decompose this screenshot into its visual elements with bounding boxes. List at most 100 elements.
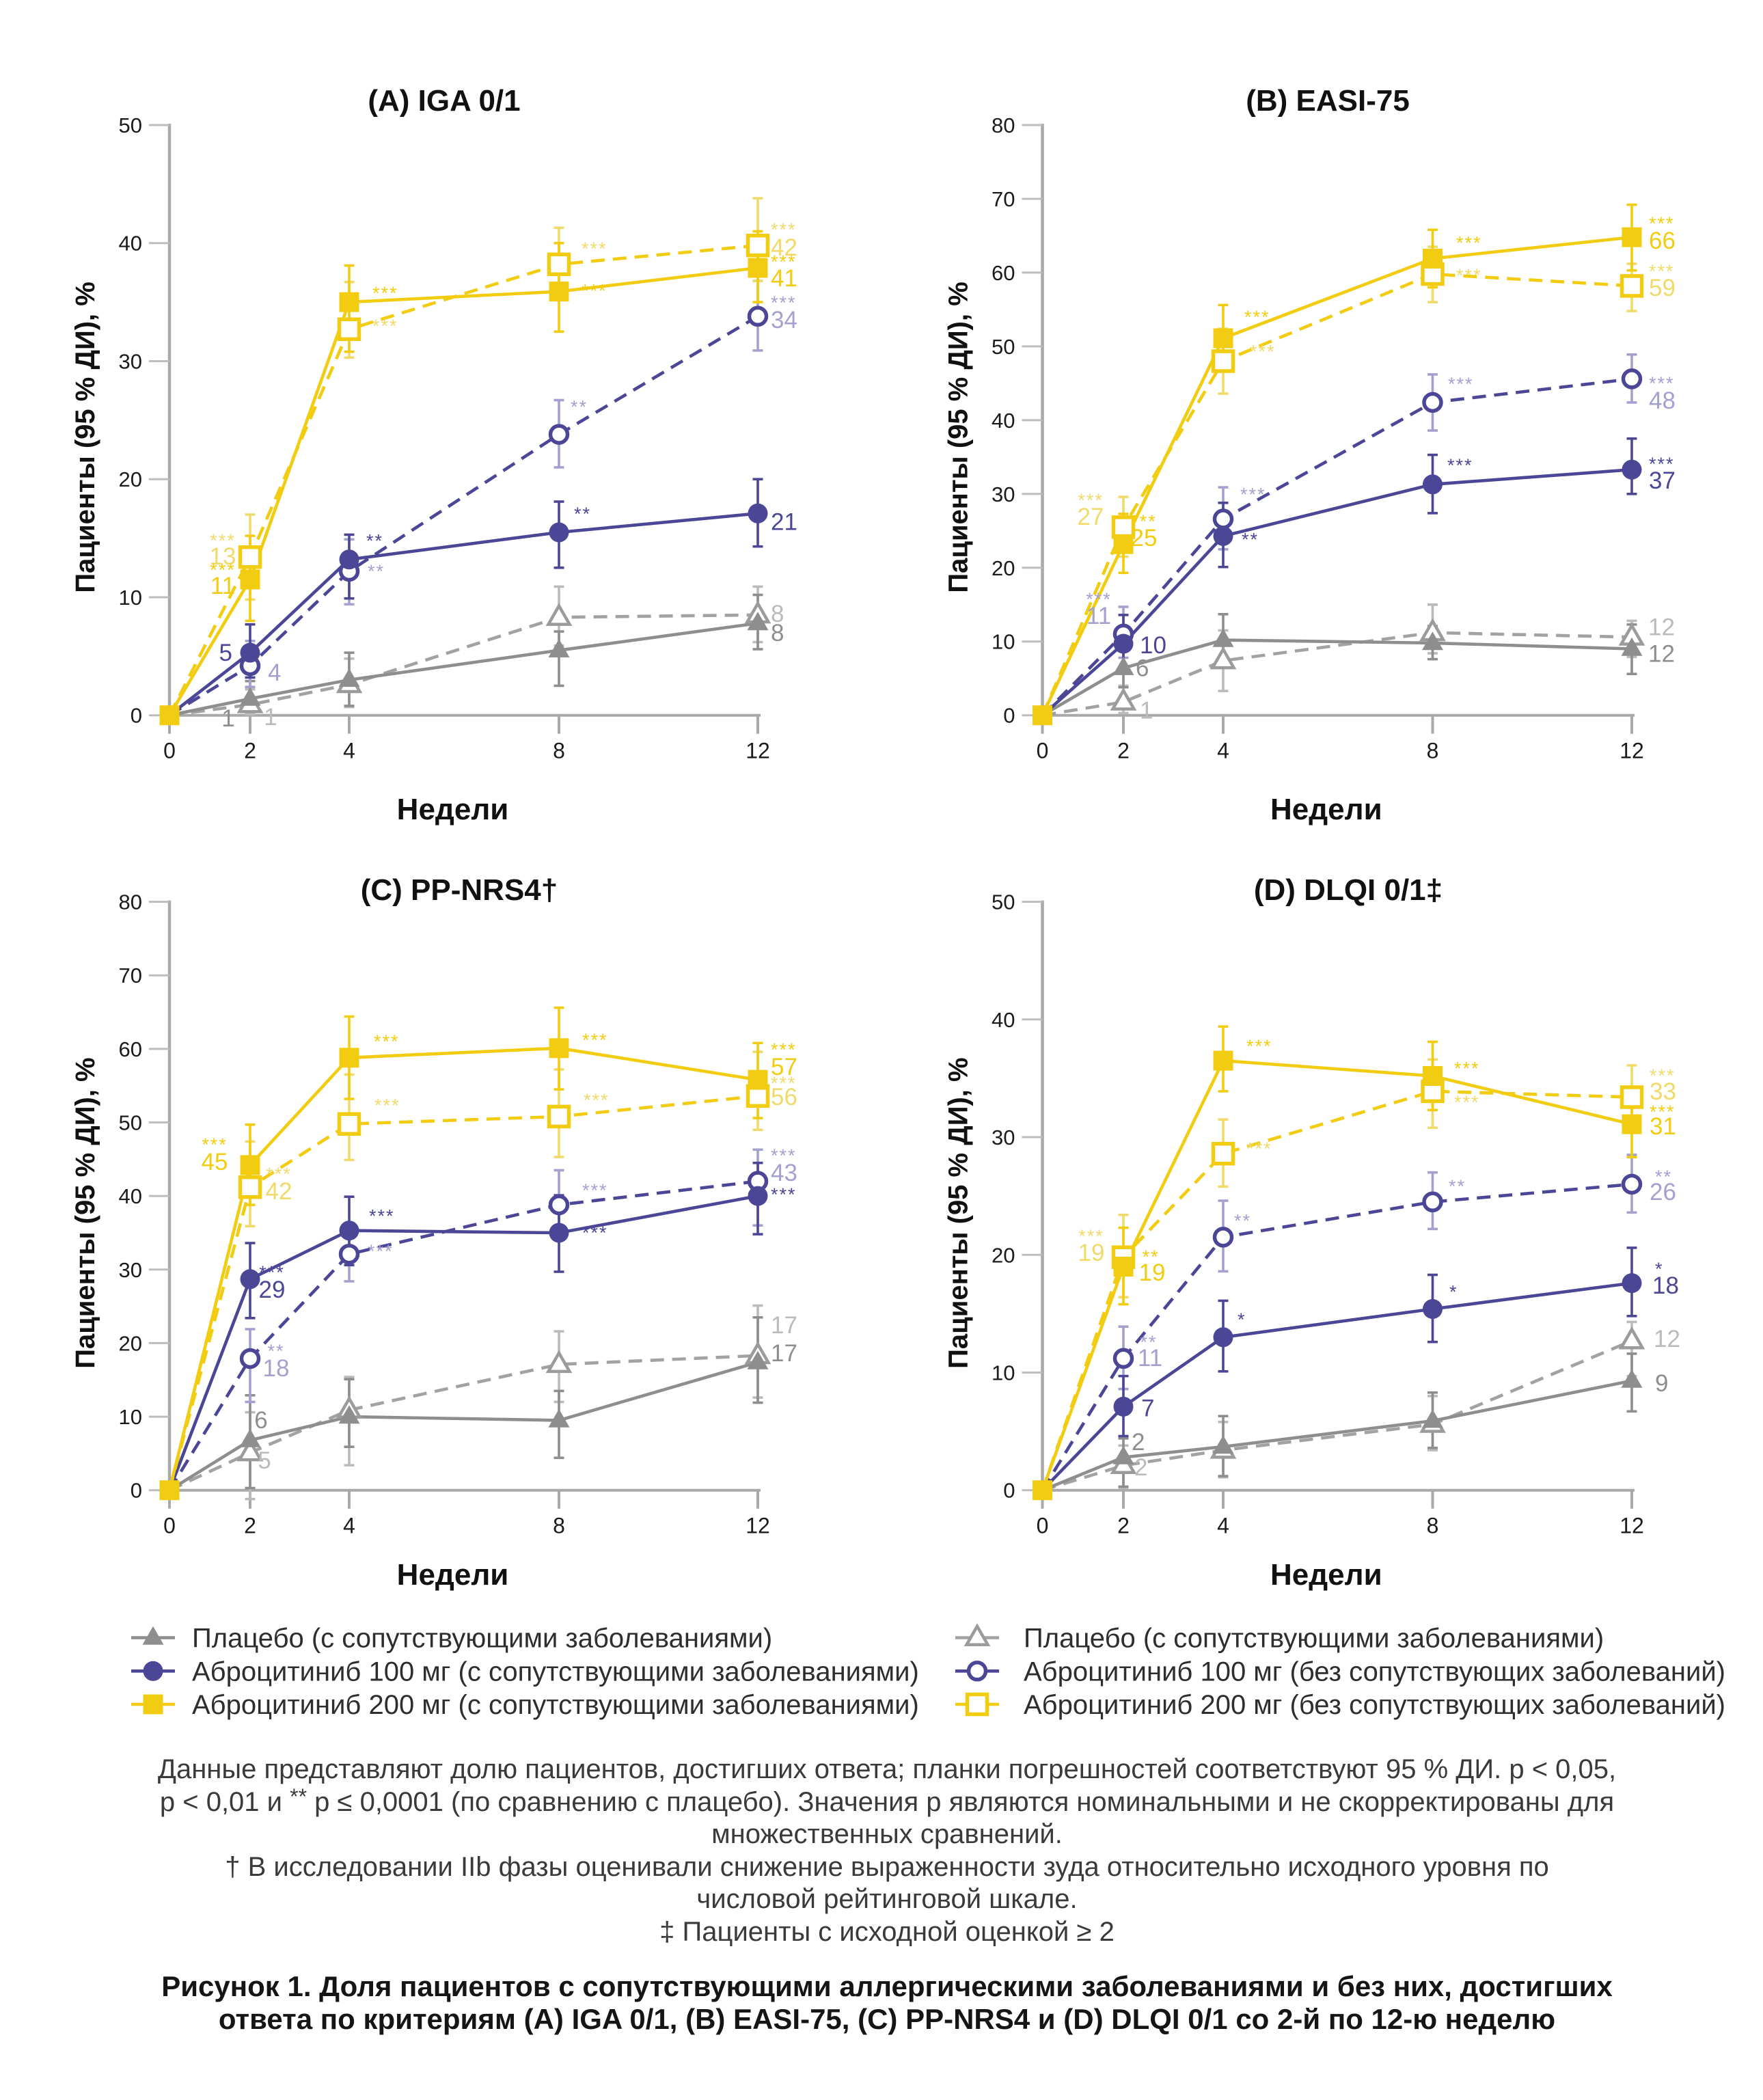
svg-text:***: ***: [1650, 1065, 1676, 1086]
svg-text:27: 27: [1078, 504, 1104, 530]
svg-text:20: 20: [119, 1331, 142, 1355]
svg-text:56: 56: [771, 1084, 797, 1110]
svg-text:42: 42: [266, 1178, 292, 1205]
svg-text:***: ***: [1649, 454, 1675, 474]
svg-text:2: 2: [244, 739, 256, 763]
svg-text:***: ***: [771, 1039, 797, 1060]
svg-text:26: 26: [1650, 1179, 1676, 1205]
svg-text:***: ***: [266, 1164, 292, 1184]
svg-text:0: 0: [1037, 1514, 1049, 1538]
svg-text:8: 8: [771, 601, 784, 627]
svg-text:10: 10: [992, 1361, 1015, 1385]
svg-text:***: ***: [1246, 1138, 1272, 1159]
svg-text:**: **: [1142, 1246, 1159, 1267]
svg-text:21: 21: [771, 508, 797, 535]
svg-text:Аброцитиниб 100 мг (без сопутс: Аброцитиниб 100 мг (без сопутствующих за…: [1024, 1656, 1725, 1687]
svg-text:10: 10: [119, 586, 142, 610]
svg-text:Недели: Недели: [1270, 1558, 1382, 1592]
svg-text:Плацебо (с сопутствующими забо: Плацебо (с сопутствующими заболеваниями): [192, 1624, 772, 1654]
svg-text:*: *: [1238, 1309, 1246, 1330]
svg-text:1: 1: [264, 704, 277, 731]
svg-text:80: 80: [119, 890, 142, 914]
svg-text:30: 30: [992, 482, 1015, 506]
svg-text:***: ***: [582, 1180, 608, 1201]
svg-text:45: 45: [202, 1149, 228, 1175]
svg-text:множественных сравнений.: множественных сравнений.: [711, 1819, 1063, 1849]
svg-text:8: 8: [553, 1514, 565, 1538]
svg-text:2: 2: [244, 1514, 256, 1538]
svg-text:***: ***: [1131, 511, 1157, 532]
svg-text:p < 0,01 и ** p ≤ 0,0001 (по с: p < 0,01 и ** p ≤ 0,0001 (по сравнению с…: [160, 1784, 1614, 1817]
svg-text:17: 17: [771, 1312, 797, 1339]
svg-text:34: 34: [771, 307, 797, 333]
svg-text:19: 19: [1139, 1259, 1166, 1286]
svg-text:30: 30: [119, 350, 142, 374]
svg-text:19: 19: [1078, 1240, 1105, 1266]
svg-text:6: 6: [1136, 655, 1149, 682]
svg-text:40: 40: [992, 409, 1015, 433]
svg-text:5: 5: [258, 1447, 271, 1474]
svg-text:***: ***: [1078, 1226, 1104, 1246]
svg-text:57: 57: [771, 1054, 797, 1080]
svg-text:10: 10: [992, 630, 1015, 654]
svg-text:41: 41: [771, 265, 797, 292]
svg-text:2: 2: [1117, 1514, 1130, 1538]
svg-text:***: ***: [202, 1134, 228, 1155]
svg-text:1: 1: [1140, 697, 1153, 724]
svg-text:0: 0: [1003, 704, 1015, 728]
svg-text:***: ***: [1456, 265, 1482, 286]
svg-text:6: 6: [254, 1407, 267, 1434]
svg-text:Недели: Недели: [397, 793, 509, 826]
svg-text:***: ***: [771, 1073, 797, 1093]
svg-text:*: *: [1449, 1282, 1458, 1303]
svg-text:60: 60: [119, 1037, 142, 1061]
svg-text:40: 40: [119, 232, 142, 256]
svg-text:8: 8: [553, 739, 565, 763]
svg-text:8: 8: [1427, 739, 1439, 763]
svg-text:Аброцитиниб 200 мг (без сопутс: Аброцитиниб 200 мг (без сопутствующих за…: [1024, 1690, 1725, 1720]
svg-text:**: **: [267, 1341, 284, 1361]
svg-text:80: 80: [992, 113, 1015, 137]
svg-text:10: 10: [119, 1405, 142, 1429]
svg-text:0: 0: [163, 739, 176, 763]
svg-text:ответа по критериям (А) IGA 0/: ответа по критериям (А) IGA 0/1, (B) EAS…: [219, 2003, 1555, 2035]
svg-text:20: 20: [992, 1243, 1015, 1267]
svg-text:† В исследовании IIb фазы оцен: † В исследовании IIb фазы оценивали сниж…: [225, 1852, 1549, 1882]
svg-text:***: ***: [1456, 232, 1482, 253]
svg-text:(D) DLQI 0/1‡: (D) DLQI 0/1‡: [1254, 873, 1443, 907]
svg-text:4: 4: [1217, 739, 1229, 763]
svg-text:12: 12: [746, 1514, 770, 1538]
svg-text:***: ***: [582, 1223, 608, 1243]
svg-text:7: 7: [1141, 1395, 1154, 1421]
svg-text:30: 30: [119, 1258, 142, 1282]
svg-text:**: **: [574, 504, 591, 524]
svg-text:17: 17: [771, 1340, 797, 1367]
svg-text:1: 1: [221, 705, 234, 732]
svg-text:Аброцитиниб 100 мг (с сопутств: Аброцитиниб 100 мг (с сопутствующими заб…: [192, 1656, 919, 1687]
svg-text:4: 4: [343, 1514, 355, 1538]
svg-text:2: 2: [1132, 1429, 1145, 1456]
svg-text:11: 11: [1086, 603, 1111, 629]
svg-text:20: 20: [992, 556, 1015, 580]
svg-text:42: 42: [771, 234, 797, 261]
svg-text:***: ***: [1078, 490, 1104, 510]
svg-text:***: ***: [369, 1206, 395, 1227]
svg-text:0: 0: [131, 1479, 142, 1503]
svg-text:60: 60: [992, 261, 1015, 285]
svg-text:числовой рейтинговой шкале.: числовой рейтинговой шкале.: [696, 1884, 1077, 1914]
svg-text:**: **: [1655, 1167, 1672, 1187]
svg-text:50: 50: [119, 1111, 142, 1135]
svg-text:30: 30: [992, 1126, 1015, 1149]
svg-text:0: 0: [1037, 739, 1049, 763]
svg-text:***: ***: [582, 281, 607, 301]
svg-text:12: 12: [746, 739, 770, 763]
svg-text:***: ***: [374, 1031, 400, 1052]
svg-text:29: 29: [259, 1277, 286, 1303]
svg-text:Пациенты (95 % ДИ), %: Пациенты (95 % ДИ), %: [70, 1057, 100, 1368]
svg-text:***: ***: [1447, 455, 1473, 476]
svg-text:***: ***: [1246, 1036, 1272, 1056]
svg-text:**: **: [1449, 1176, 1466, 1197]
svg-text:***: ***: [771, 219, 797, 240]
svg-text:50: 50: [119, 113, 142, 137]
svg-text:***: ***: [1650, 1102, 1676, 1122]
